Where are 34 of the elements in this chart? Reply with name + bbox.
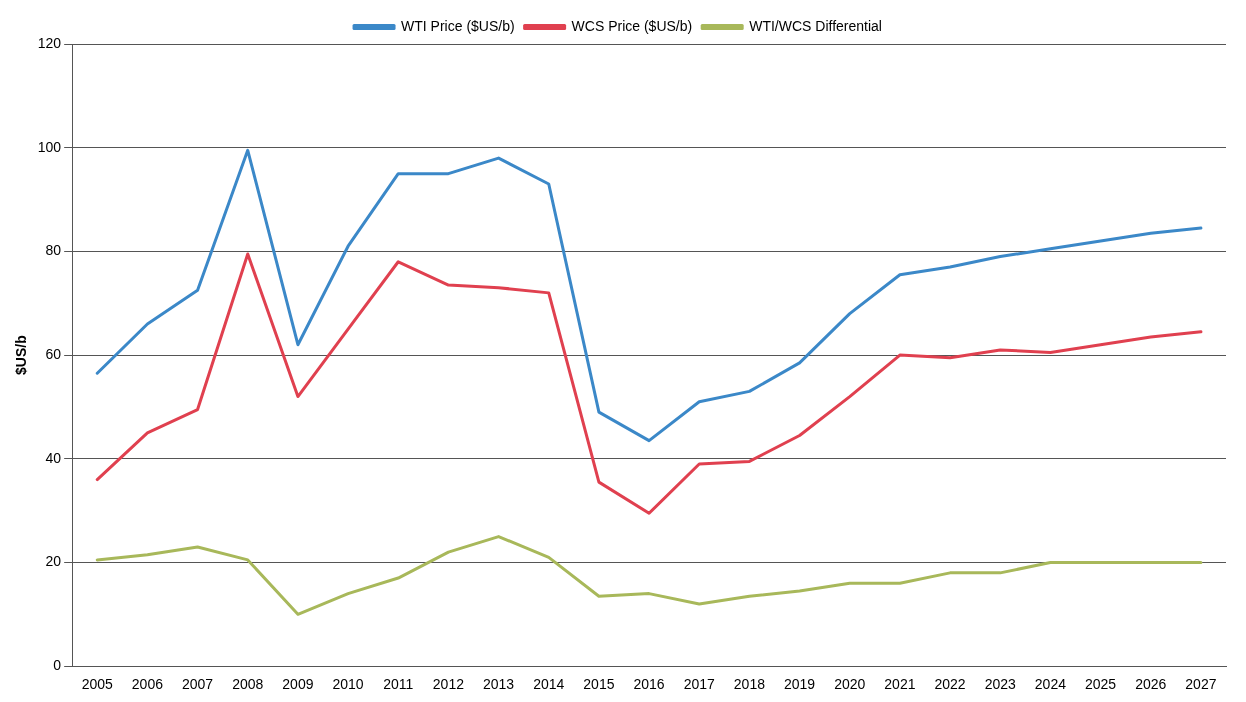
x-tick-label: 2012 xyxy=(432,676,465,693)
x-tick-label: 2025 xyxy=(1085,676,1117,693)
x-tick-label: 2019 xyxy=(784,676,816,693)
y-tick-label: 100 xyxy=(37,138,62,155)
x-tick-label: 2011 xyxy=(383,676,414,693)
x-tick-label: 2014 xyxy=(533,676,565,693)
legend-label: WTI Price ($US/b) xyxy=(401,17,515,34)
x-tick-label: 2017 xyxy=(683,676,716,693)
x-tick-label: 2006 xyxy=(131,676,164,693)
legend-label: WTI/WCS Differential xyxy=(749,17,882,34)
x-tick-label: 2013 xyxy=(483,676,515,693)
legend-label: WCS Price ($US/b) xyxy=(571,17,693,34)
x-tick-label: 2023 xyxy=(984,676,1017,693)
x-tick-label: 2015 xyxy=(583,676,615,693)
x-tick-label: 2020 xyxy=(834,676,866,693)
y-tick-label: 0 xyxy=(53,657,62,674)
x-tick-label: 2021 xyxy=(884,676,916,693)
y-tick-label: 60 xyxy=(45,345,62,362)
x-tick-label: 2007 xyxy=(182,676,214,693)
y-tick-label: 120 xyxy=(37,34,62,51)
y-tick-label: 80 xyxy=(45,242,62,259)
y-tick-label: 40 xyxy=(45,449,62,466)
x-tick-label: 2008 xyxy=(232,676,264,693)
y-axis-title: $US/b xyxy=(13,335,30,375)
x-tick-label: 2027 xyxy=(1185,676,1217,693)
x-tick-label: 2018 xyxy=(733,676,766,693)
y-tick-label: 20 xyxy=(45,553,62,570)
x-tick-label: 2022 xyxy=(934,676,966,693)
x-tick-label: 2005 xyxy=(81,676,114,693)
x-tick-label: 2026 xyxy=(1135,676,1167,693)
x-tick-label: 2009 xyxy=(282,676,314,693)
x-tick-label: 2016 xyxy=(633,676,665,693)
x-tick-label: 2010 xyxy=(332,676,364,693)
x-tick-label: 2024 xyxy=(1034,676,1067,693)
